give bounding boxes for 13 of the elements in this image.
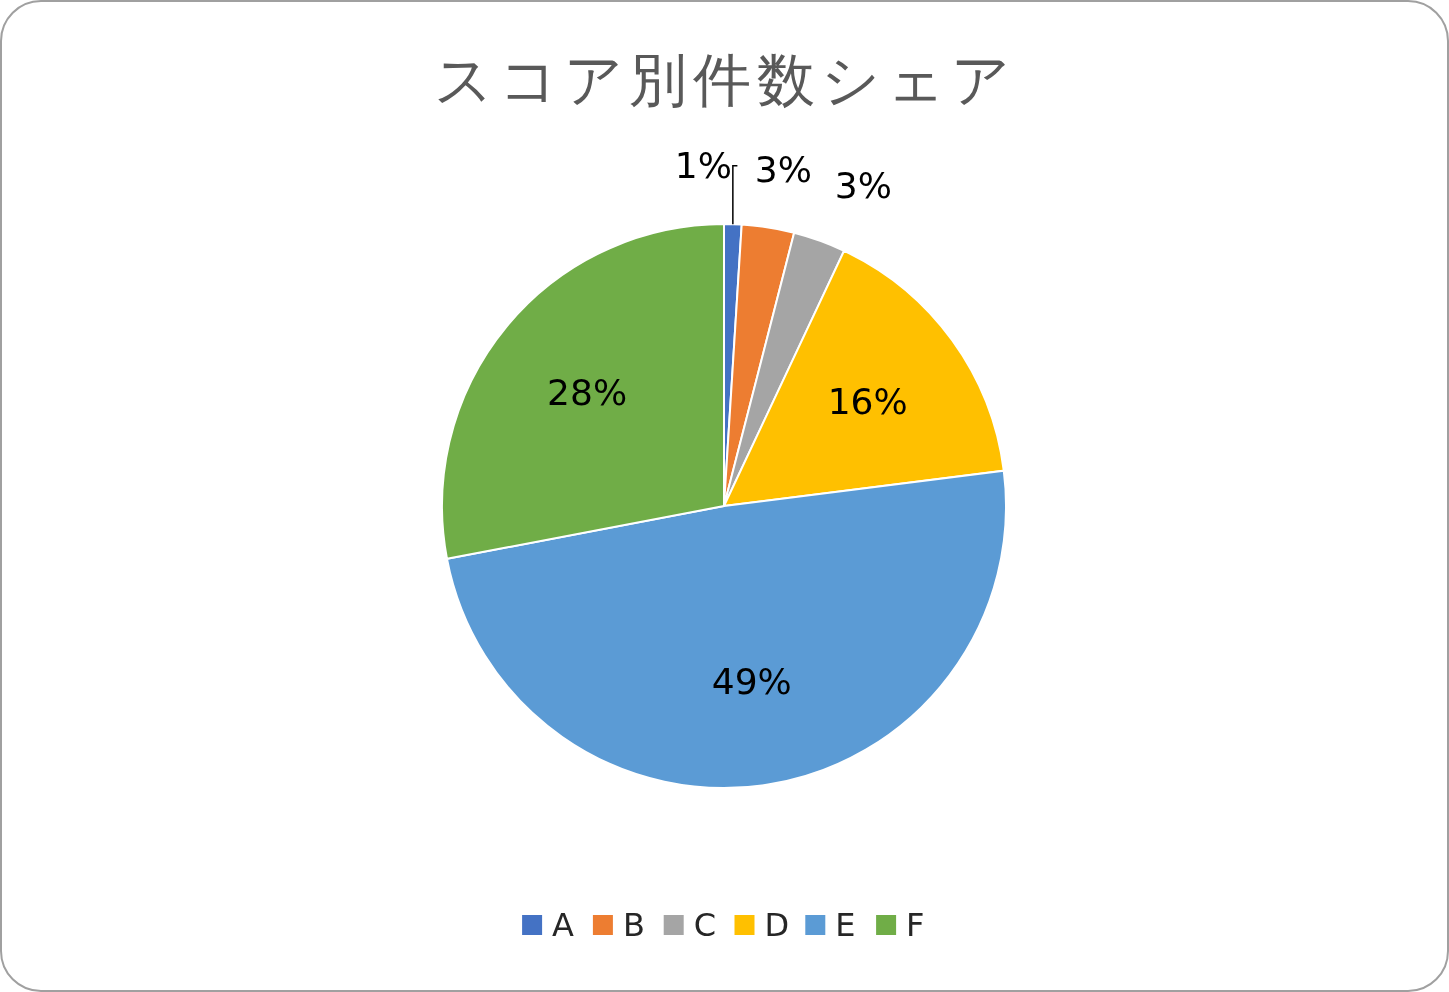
data-label: 49% [711,661,792,703]
legend-label: C [693,906,717,945]
data-label: 28% [547,372,628,414]
legend-label: A [552,906,575,945]
chart-title: スコア別件数シェア [433,46,1016,114]
legend-label: B [622,906,645,945]
data-label: 3% [754,148,812,190]
data-label: 1% [674,144,732,186]
legend-label: E [835,906,856,945]
data-label: 3% [834,164,892,206]
legend-label: D [764,906,790,945]
legend-label: F [906,906,925,945]
data-label: 16% [827,381,908,423]
